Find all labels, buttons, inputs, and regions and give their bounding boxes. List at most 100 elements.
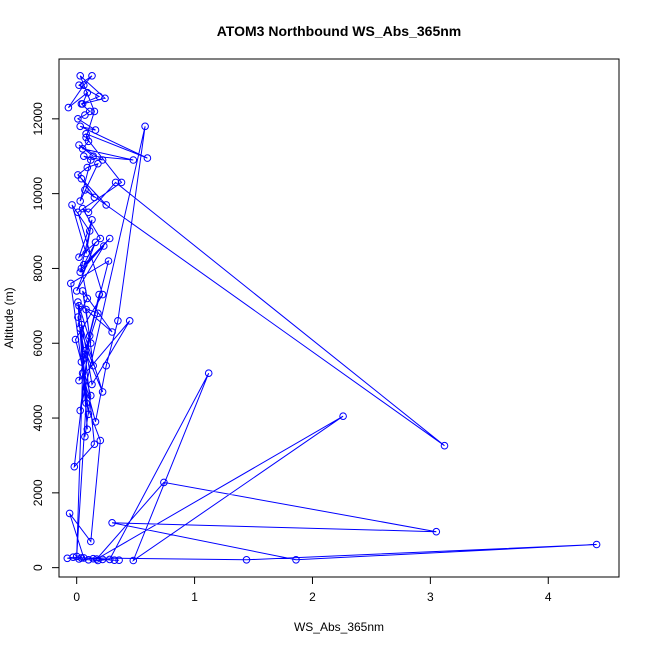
y-axis-label: Altitude (m)	[2, 287, 16, 348]
data-point	[84, 208, 93, 217]
data-point	[75, 302, 83, 310]
series-line	[67, 75, 597, 562]
data-point	[104, 257, 113, 265]
data-point	[88, 380, 96, 389]
data-point	[78, 287, 87, 295]
data-point	[63, 554, 72, 563]
data-point	[77, 264, 86, 273]
data-point	[129, 156, 138, 164]
data-point	[81, 111, 89, 119]
data-point	[80, 152, 88, 160]
data-point	[292, 556, 300, 564]
data-point	[74, 171, 82, 179]
data-point	[74, 313, 82, 321]
data-point	[115, 556, 123, 565]
data-point	[102, 361, 110, 370]
data-point	[75, 376, 83, 385]
data-point	[76, 406, 84, 415]
data-point	[89, 152, 97, 160]
y-tick-label: 6000	[31, 330, 45, 357]
x-tick-label: 0	[73, 590, 80, 604]
data-point	[83, 88, 92, 97]
data-point	[77, 358, 86, 366]
data-point	[160, 478, 168, 487]
data-point	[88, 216, 96, 224]
data-point	[76, 268, 84, 277]
data-point	[89, 554, 97, 563]
y-tick-label: 10000	[31, 177, 45, 211]
data-point	[87, 537, 95, 546]
data-point	[67, 279, 75, 288]
data-point	[95, 290, 103, 299]
data-point	[91, 418, 100, 426]
data-point	[96, 436, 105, 445]
data-point	[68, 201, 76, 209]
data-point	[80, 354, 88, 363]
x-axis-label: WS_Abs_365nm	[294, 620, 384, 634]
data-point	[78, 100, 87, 108]
data-point	[84, 137, 93, 146]
data-point	[94, 159, 102, 168]
y-tick-label: 12000	[31, 102, 45, 136]
data-point	[80, 81, 88, 89]
data-point	[87, 156, 95, 164]
data-point	[74, 208, 82, 217]
plot-area	[63, 72, 601, 565]
y-tick-label: 2000	[31, 479, 45, 506]
data-point	[78, 369, 87, 378]
data-point	[81, 346, 89, 355]
data-point	[105, 555, 114, 564]
data-point	[88, 72, 96, 80]
data-point	[82, 130, 90, 138]
data-point	[78, 204, 87, 213]
data-point	[76, 72, 84, 80]
data-point	[94, 556, 102, 565]
data-point	[76, 122, 84, 131]
y-tick-label: 8000	[31, 255, 45, 282]
data-point	[85, 227, 94, 235]
data-point	[129, 556, 138, 565]
data-point	[85, 332, 94, 340]
data-point	[84, 556, 93, 564]
data-point	[94, 309, 102, 318]
data-point	[80, 260, 88, 269]
x-axis: 0 1 2 3 4	[73, 576, 552, 604]
data-point	[204, 369, 213, 378]
data-point	[75, 253, 83, 262]
x-tick-label: 1	[191, 590, 198, 604]
data-point	[101, 94, 109, 103]
data-point	[65, 509, 74, 518]
data-point	[339, 412, 347, 421]
data-point	[100, 242, 108, 250]
data-point	[143, 154, 152, 162]
data-point	[125, 317, 134, 325]
data-point	[82, 399, 90, 407]
data-point	[96, 234, 105, 243]
x-tick-label: 2	[309, 590, 316, 604]
data-point	[242, 556, 251, 564]
data-point	[82, 133, 90, 142]
data-point	[432, 527, 441, 536]
data-point	[440, 441, 449, 450]
data-point	[98, 290, 107, 299]
data-point	[98, 156, 107, 164]
data-point	[91, 126, 100, 134]
data-point	[114, 317, 122, 325]
data-point	[75, 555, 83, 563]
data-point	[76, 324, 84, 333]
y-axis: 0 2000 4000 6000 8000 10000 12000	[31, 102, 60, 571]
data-point	[102, 201, 110, 209]
data-point	[91, 238, 100, 247]
data-point	[110, 556, 119, 565]
data-point	[75, 81, 83, 89]
data-point	[98, 555, 107, 564]
data-point	[72, 552, 81, 561]
x-tick-label: 3	[427, 590, 434, 604]
data-point	[83, 294, 92, 303]
data-point	[92, 555, 101, 563]
data-point	[80, 554, 88, 562]
data-point	[83, 163, 92, 172]
data-point	[81, 350, 89, 359]
data-point	[64, 103, 73, 112]
